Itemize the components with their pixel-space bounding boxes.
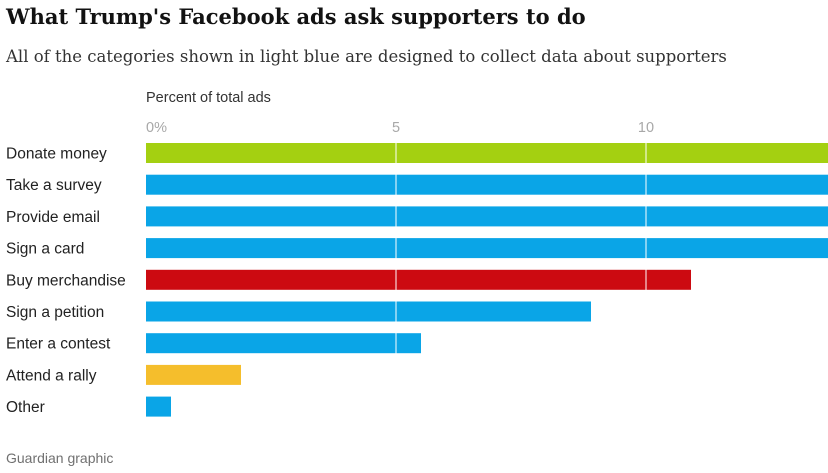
bar-donate-money <box>146 143 828 163</box>
category-label-other: Other <box>6 399 45 416</box>
category-label-attend-a-rally: Attend a rally <box>6 367 97 384</box>
category-labels: Donate money Take a survey Provide email Si… <box>6 146 126 417</box>
source-credit: Guardian graphic <box>6 450 114 466</box>
bar-provide-email <box>146 206 828 227</box>
category-label-enter-a-contest: Enter a contest <box>6 336 111 353</box>
tick-labels: 0%510152025 <box>146 120 654 136</box>
x-axis-title: Percent of total ads <box>146 90 271 106</box>
tick-label-0: 0% <box>146 120 167 136</box>
category-label-provide-email: Provide email <box>6 209 100 226</box>
bar-sign-a-petition <box>146 301 591 322</box>
category-label-sign-a-card: Sign a card <box>6 241 84 258</box>
bar-attend-a-rally <box>146 364 241 385</box>
category-label-donate-money: Donate money <box>6 146 107 163</box>
bars <box>146 143 828 417</box>
tick-label-5: 5 <box>392 120 400 136</box>
bar-buy-merchandise <box>146 269 691 290</box>
gridlines <box>395 136 647 418</box>
bar-sign-a-card <box>146 238 828 259</box>
bar-other <box>146 396 171 417</box>
chart-subtitle: All of the categories shown in light blu… <box>6 47 727 66</box>
chart-title: What Trump's Facebook ads ask supporters… <box>6 4 586 29</box>
category-label-sign-a-petition: Sign a petition <box>6 304 104 321</box>
tick-label-10: 10 <box>638 120 654 136</box>
category-label-take-a-survey: Take a survey <box>6 177 102 194</box>
bar-enter-a-contest <box>146 333 421 354</box>
bar-take-a-survey <box>146 174 828 195</box>
category-label-buy-merchandise: Buy merchandise <box>6 272 126 289</box>
